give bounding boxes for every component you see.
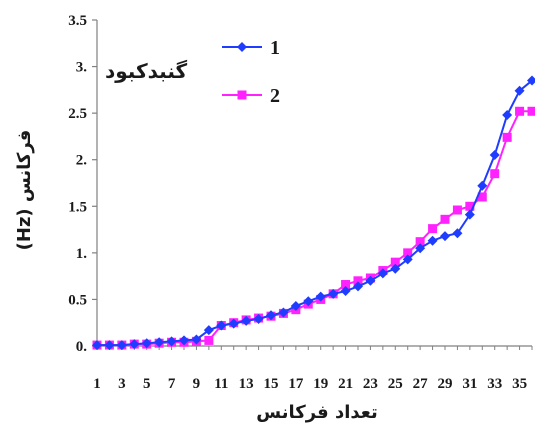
- y-tick-label: 2.: [76, 153, 88, 169]
- series-2-point: [527, 106, 535, 116]
- series-1-point: [253, 313, 264, 324]
- series-1-point: [179, 335, 189, 346]
- series-2-point: [237, 90, 247, 100]
- x-tick-label: 27: [413, 376, 429, 392]
- series-2-point: [477, 192, 487, 202]
- x-tick-label: 19: [313, 376, 328, 392]
- series-1: [92, 75, 535, 351]
- series-1-point: [278, 307, 289, 318]
- series-1-point: [116, 340, 127, 351]
- series-1-point: [104, 340, 115, 351]
- series-1-point: [427, 235, 438, 246]
- series-2-point: [390, 257, 400, 267]
- legend: 12: [222, 37, 280, 107]
- series-2-point: [502, 132, 512, 142]
- series-2: [92, 106, 535, 350]
- series-1-point: [92, 340, 102, 351]
- x-tick-label: 35: [512, 376, 527, 392]
- series-1-point: [228, 318, 239, 329]
- series-1-point: [203, 325, 214, 336]
- series-2-point: [415, 237, 425, 247]
- x-tick-label: 5: [143, 376, 151, 392]
- series-1-point: [464, 209, 475, 220]
- x-tick-label: 33: [487, 376, 502, 392]
- legend-item-2: 2: [222, 85, 280, 107]
- legend-item-1: 1: [222, 37, 280, 59]
- series-1-point: [415, 243, 426, 254]
- y-tick-label: 3.5: [68, 13, 87, 29]
- series-1-point: [377, 268, 388, 279]
- series-1-point: [141, 338, 152, 349]
- chart-title: گنبدکبود: [105, 59, 187, 83]
- series-2-point: [452, 205, 462, 215]
- series-1-point: [216, 320, 227, 331]
- x-tick-label: 25: [388, 376, 403, 392]
- series-2-point: [353, 276, 363, 286]
- series-2-point: [428, 224, 438, 234]
- series-2-point: [341, 280, 351, 290]
- x-tick-label: 21: [338, 376, 353, 392]
- x-tick-label: 23: [363, 376, 378, 392]
- x-tick-label: 11: [214, 376, 228, 392]
- series-1-point: [502, 110, 513, 121]
- series-1-point: [340, 286, 351, 297]
- x-tick-label: 1: [93, 376, 101, 392]
- series-2-point: [490, 169, 500, 179]
- legend-label: 2: [270, 85, 280, 107]
- y-tick-label: 0.5: [68, 292, 87, 308]
- series-1-point: [440, 231, 450, 242]
- series-1-point: [303, 296, 314, 307]
- series-layer: [92, 75, 535, 351]
- x-tick-label: 9: [193, 376, 201, 392]
- x-tick-label: 31: [462, 376, 477, 392]
- series-1-point: [290, 300, 301, 311]
- x-tick-label: 7: [168, 376, 176, 392]
- legend-label: 1: [270, 37, 280, 59]
- series-2-point: [403, 248, 413, 258]
- series-2-line: [97, 110, 532, 347]
- y-tick-label: 3.: [76, 60, 88, 76]
- x-tick-label: 15: [264, 376, 279, 392]
- series-1-point: [390, 263, 401, 274]
- series-1-point: [129, 339, 140, 350]
- series-1-point: [527, 75, 535, 86]
- y-tick-label: 2.5: [68, 106, 87, 122]
- series-1-point: [489, 150, 500, 161]
- x-tick-label: 13: [239, 376, 254, 392]
- series-1-point: [266, 310, 276, 321]
- y-tick-label: 1.5: [68, 199, 87, 215]
- series-1-point: [191, 334, 202, 345]
- x-tick-labels: 1 3 5 7 9 11 13 15 17 19 21 23 25 27 29 31 33 35: [93, 376, 527, 392]
- y-axis-title: (Hz) فرکانس: [14, 130, 35, 251]
- y-tick-labels: 0. 0.5 1. 1.5 2. 2.5 3. 3.5: [68, 13, 87, 355]
- x-tick-label: 17: [288, 376, 304, 392]
- series-1-point: [353, 281, 363, 292]
- series-1-point: [241, 315, 252, 326]
- series-2-point: [440, 214, 450, 224]
- x-tick-label: 29: [438, 376, 453, 392]
- series-1-point: [477, 180, 488, 191]
- series-1-point: [514, 85, 525, 96]
- series-1-point: [315, 291, 326, 302]
- y-tick-label: 1.: [76, 246, 88, 262]
- series-2-point: [465, 201, 475, 211]
- series-1-point: [452, 228, 463, 239]
- y-tick-label: 0.: [76, 339, 88, 355]
- series-1-point: [166, 336, 177, 347]
- series-2-point: [515, 106, 525, 116]
- series-1-point: [237, 42, 247, 52]
- series-1-point: [328, 288, 339, 299]
- series-1-point: [365, 275, 376, 286]
- x-tick-label: 3: [118, 376, 126, 392]
- series-2-point: [204, 335, 214, 345]
- series-1-point: [402, 254, 413, 265]
- x-axis-title: تعداد فرکانس: [256, 402, 377, 423]
- series-1-point: [154, 337, 165, 348]
